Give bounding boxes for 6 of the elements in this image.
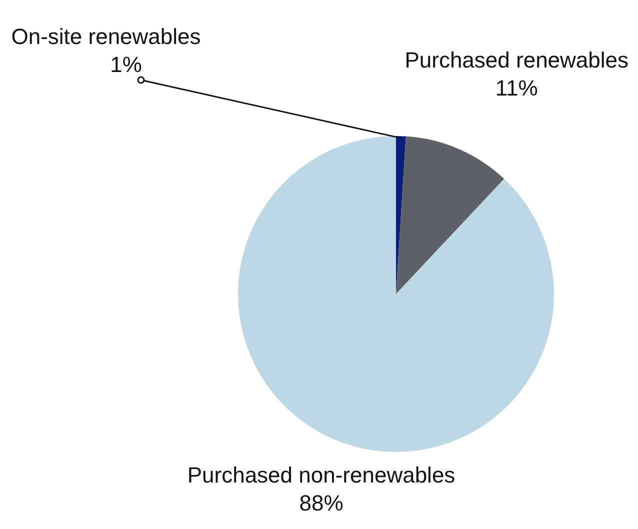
slice-label: Purchased non-renewables — [187, 462, 456, 488]
data-label: 11% — [495, 76, 538, 101]
data-label: 88% — [299, 490, 344, 516]
data-label: 1% — [110, 52, 142, 77]
slice-label: On-site renewables — [11, 24, 201, 49]
slice-label: Purchased renewables — [404, 48, 629, 73]
